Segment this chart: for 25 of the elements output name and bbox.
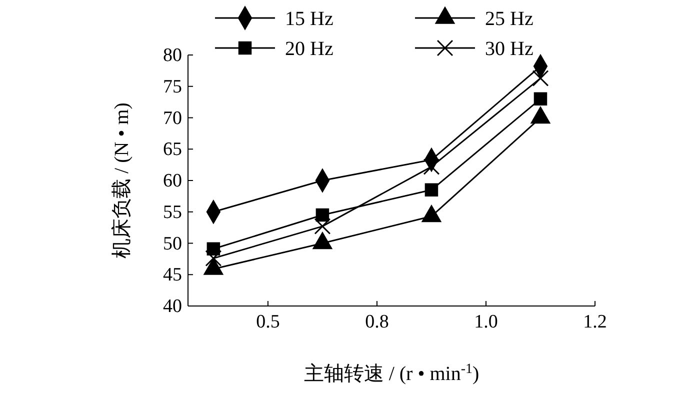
legend-label: 25 Hz xyxy=(485,8,534,30)
legend-label: 15 Hz xyxy=(285,8,334,30)
point xyxy=(534,92,548,106)
x-tick-label: 1.2 xyxy=(583,311,607,332)
point xyxy=(316,208,330,222)
x-tick-label: 0.5 xyxy=(256,311,280,332)
x-axis-title: 主轴转速 / (r • min$^{-1}$) xyxy=(304,362,480,385)
point xyxy=(314,218,330,234)
y-tick-label: 50 xyxy=(163,233,182,254)
point xyxy=(424,183,438,197)
y-tick-label: 45 xyxy=(163,264,182,286)
y-tick-label: 65 xyxy=(163,139,182,160)
x-tick-label: 1.0 xyxy=(474,311,498,332)
y-tick-label: 60 xyxy=(163,170,182,192)
point xyxy=(532,70,548,86)
point xyxy=(423,158,440,175)
y-axis-title: 机床负载 / (N • m) xyxy=(111,102,133,258)
legend-label: 20 Hz xyxy=(285,38,334,60)
y-tick-label: 55 xyxy=(163,202,182,223)
y-tick-label: 70 xyxy=(163,108,182,129)
y-tick-label: 40 xyxy=(163,296,182,318)
x-tick-label: 0.8 xyxy=(365,311,389,332)
legend-label: 30 Hz xyxy=(485,38,534,60)
y-tick-label: 75 xyxy=(163,76,182,98)
y-tick-label: 80 xyxy=(163,45,182,66)
